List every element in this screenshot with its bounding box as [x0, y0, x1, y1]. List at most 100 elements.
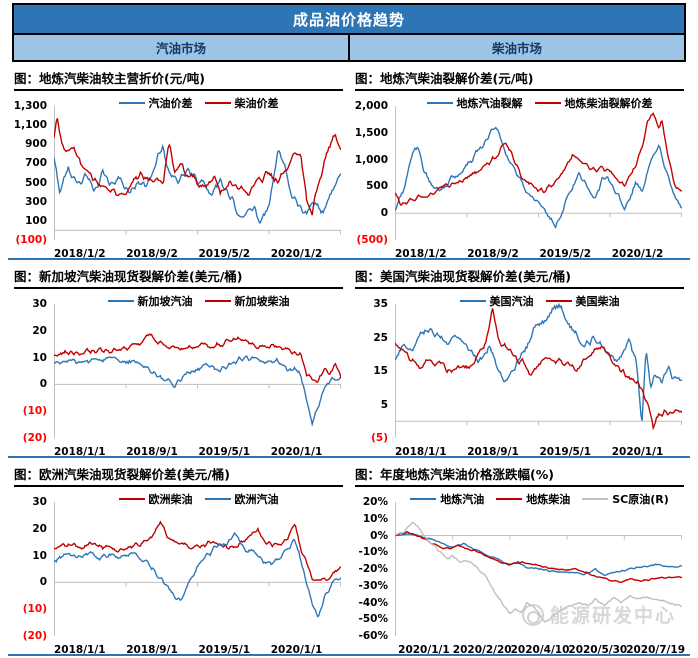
axis-lines: [395, 502, 682, 636]
market-column-diesel: 柴油市场: [350, 35, 684, 60]
series-line-欧洲汽油: [54, 531, 341, 618]
y-axis-label: 1,500: [354, 126, 388, 139]
report-header: 成品油价格趋势 汽油市场 柴油市场: [12, 3, 686, 62]
y-axis-label: 10: [32, 351, 47, 364]
y-axis-label: 100: [25, 214, 47, 227]
watermark: 能源研发中心: [521, 601, 676, 628]
plot-area: 美国汽油 美国柴油 35 25 15 5 (5): [355, 292, 684, 444]
legend-label: 地炼汽油裂解: [456, 97, 523, 110]
y-axis-label: 30: [32, 298, 47, 310]
x-axis-labels: 2018/1/1 2018/9/1 2019/5/1 2020/1/1: [14, 642, 343, 658]
legend-label: 欧洲柴油: [148, 493, 193, 506]
y-axis-labels: 2,000 1,500 1,000 500 0 (500): [355, 94, 391, 246]
y-axis-label: 20%: [362, 496, 388, 508]
plot-canvas: [395, 502, 682, 636]
chart-singapore-crack: 图：新加坡汽柴油现货裂解价差(美元/桶) 新加坡汽油 新加坡柴油 30 20 10 0 (10…: [8, 260, 349, 458]
x-axis-label: 2018/9/1: [126, 644, 178, 656]
plot-canvas: [395, 106, 682, 240]
legend-item: SC原油(R): [582, 491, 669, 507]
x-axis-label: 2019/5/2: [539, 248, 592, 260]
x-axis-labels: 2018/1/1 2018/9/1 2019/5/1 2020/1/1: [14, 444, 343, 460]
legend-item: 欧洲柴油: [118, 491, 193, 507]
axis-lines: [54, 106, 341, 240]
chart-title: 图：年度地炼汽柴油价格涨跌幅(%): [355, 464, 684, 487]
y-axis-label: 500: [25, 176, 47, 189]
x-axis-label: 2018/1/1: [54, 446, 106, 458]
legend-label: 汽油价差: [148, 97, 193, 110]
legend-item: 新加坡汽油: [107, 293, 193, 309]
y-axis-labels: 30 20 10 0 (10) (20): [14, 490, 50, 642]
plot-area: 欧洲柴油 欧洲汽油 30 20 10 0 (10) (20): [14, 490, 343, 642]
x-axis-label: 2018/9/1: [126, 446, 178, 458]
legend-label: 美国汽油: [489, 295, 534, 308]
x-axis-label: 2020/1/2: [270, 248, 323, 260]
legend-swatch-blue: [118, 101, 145, 105]
legend-label: 柴油价差: [234, 97, 279, 110]
series-line-地炼汽油: [395, 532, 682, 577]
series-line-柴油价差: [54, 118, 341, 216]
plot-canvas: [54, 502, 341, 636]
series-line-汽油价差: [54, 144, 341, 225]
y-axis-label: 0%: [370, 529, 388, 542]
chart-title: 图：新加坡汽柴油现货裂解价差(美元/桶): [14, 266, 343, 289]
y-axis-label: (10): [22, 603, 47, 616]
y-axis-label: 5: [380, 398, 388, 411]
x-axis-label: 2018/1/1: [54, 644, 106, 656]
y-axis-label: 35: [373, 298, 388, 310]
series-line-地炼汽油裂解: [395, 126, 682, 229]
x-axis-label: 2020/1/1: [270, 644, 323, 656]
x-axis-label: 2019/5/1: [198, 446, 251, 458]
legend-label: SC原油(R): [612, 493, 669, 506]
y-axis-label: 30: [32, 496, 47, 508]
y-axis-labels: 35 25 15 5 (5): [355, 292, 391, 444]
y-axis-label: 1,000: [354, 153, 388, 166]
legend-label: 地炼柴油: [526, 493, 571, 506]
legend-swatch-blue: [107, 299, 134, 303]
legend-label: 新加坡柴油: [234, 295, 290, 308]
plot-svg: [54, 94, 341, 246]
y-axis-label: -20%: [358, 563, 389, 575]
legend-swatch-red: [118, 497, 145, 501]
legend-item: 新加坡柴油: [204, 293, 290, 309]
page-title: 成品油价格趋势: [14, 5, 684, 35]
series-line-地炼柴油: [395, 530, 682, 584]
legend-label: 美国柴油: [575, 295, 620, 308]
x-axis-label: 2020/5/30: [568, 644, 628, 656]
chart-ytd-change: 图：年度地炼汽柴油价格涨跌幅(%) 地炼汽油 地炼柴油 SC原油(R) 20% 10% 0%…: [349, 458, 690, 656]
y-axis-label: -10%: [358, 546, 389, 559]
series-line-新加坡汽油: [54, 355, 341, 427]
legend: 美国汽油 美国柴油: [395, 293, 684, 309]
x-axis-labels: 2018/1/1 2018/9/1 2019/5/1 2020/1/1: [355, 444, 684, 460]
plot-canvas: [54, 304, 341, 438]
legend-item: 地炼柴油裂解价差: [534, 95, 653, 111]
y-axis-label: 500: [366, 180, 388, 193]
plot-canvas: [54, 106, 341, 240]
x-axis-label: 2020/1/2: [611, 248, 664, 260]
y-axis-label: 0: [380, 207, 388, 220]
x-axis-label: 2018/1/2: [395, 248, 447, 260]
x-axis-label: 2018/1/1: [395, 446, 447, 458]
y-axis-labels: 1,300 1,100 900 700 500 300 100 (100): [14, 94, 50, 246]
legend: 地炼汽油 地炼柴油 SC原油(R): [395, 491, 684, 507]
plot-canvas: [395, 302, 682, 438]
legend-item: 欧洲汽油: [204, 491, 279, 507]
watermark-label: 能源研发中心: [549, 605, 676, 627]
legend-label: 新加坡汽油: [137, 295, 193, 308]
chart-title: 图：地炼汽柴油裂解价差(元/吨): [355, 68, 684, 91]
legend-swatch-blue: [204, 497, 231, 501]
legend-swatch-red: [496, 497, 523, 501]
y-axis-label: (5): [371, 432, 388, 444]
x-axis-label: 2020/1/1: [611, 446, 664, 458]
y-axis-label: 900: [25, 138, 47, 151]
x-axis-label: 2020/1/1: [270, 446, 323, 458]
legend-item: 地炼汽油裂解: [426, 95, 523, 111]
legend-item: 汽油价差: [118, 95, 193, 111]
plot-area: 地炼汽油裂解 地炼柴油裂解价差 2,000 1,500 1,000 500 0 (500): [355, 94, 684, 246]
x-axis-label: 2020/1/1: [398, 644, 450, 656]
energy-center-logo-icon: [521, 603, 544, 626]
axis-lines: [54, 502, 341, 636]
x-axis-label: 2018/1/2: [54, 248, 106, 260]
chart-refinery-discount: 图：地炼汽柴油较主营折价(元/吨) 汽油价差 柴油价差 1,300 1,100 900 70…: [8, 62, 349, 260]
y-axis-label: (20): [22, 630, 47, 642]
